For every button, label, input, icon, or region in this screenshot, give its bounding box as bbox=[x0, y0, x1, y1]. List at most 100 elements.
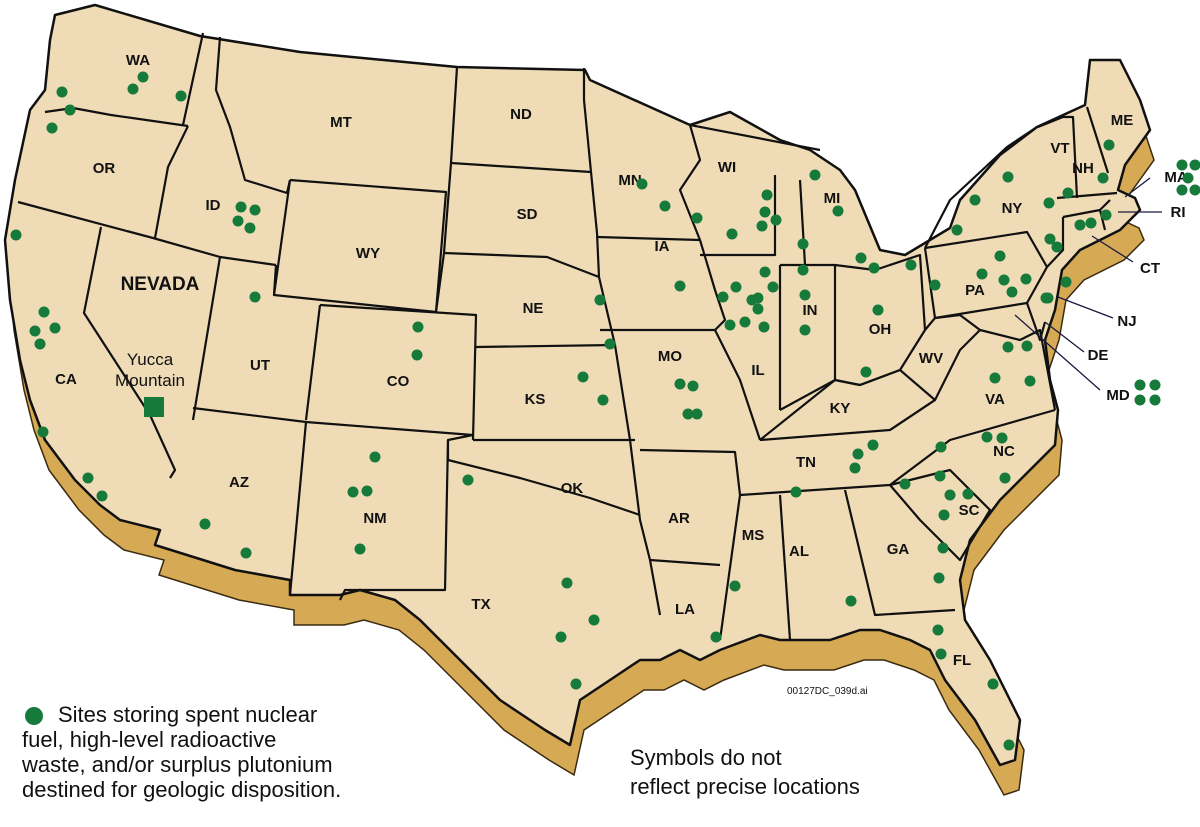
site-marker-me bbox=[1103, 139, 1115, 151]
state-label-nh: NH bbox=[1072, 160, 1094, 177]
site-marker-wi bbox=[691, 212, 703, 224]
note-line-2: reflect precise locations bbox=[630, 774, 860, 799]
leader-line bbox=[1124, 177, 1151, 198]
state-label-ne: NE bbox=[523, 300, 544, 317]
site-marker-sc bbox=[934, 470, 946, 482]
site-marker-vt bbox=[1062, 187, 1074, 199]
state-border bbox=[689, 123, 821, 152]
site-marker-wi bbox=[761, 189, 773, 201]
state-label-md: MD bbox=[1106, 387, 1129, 404]
state-label-az: AZ bbox=[229, 474, 249, 491]
state-border bbox=[596, 235, 701, 242]
site-marker-la bbox=[710, 631, 722, 643]
site-marker-ca bbox=[29, 325, 41, 337]
leader-line bbox=[1091, 235, 1134, 263]
state-label-sc: SC bbox=[959, 502, 980, 519]
state-border bbox=[613, 344, 662, 616]
site-marker-mo bbox=[682, 408, 694, 420]
site-marker-il bbox=[758, 321, 770, 333]
site-marker-tx bbox=[462, 474, 474, 486]
site-marker-ny bbox=[1044, 233, 1056, 245]
site-marker-co bbox=[412, 321, 424, 333]
site-marker-wi bbox=[759, 206, 771, 218]
site-marker-tn bbox=[849, 462, 861, 474]
site-marker-ks bbox=[577, 371, 589, 383]
site-marker-ma bbox=[1189, 184, 1200, 196]
state-border bbox=[319, 303, 478, 441]
site-marker-va bbox=[1021, 340, 1033, 352]
state-label-oh: OH bbox=[869, 321, 892, 338]
state-label-al: AL bbox=[789, 543, 809, 560]
state-border bbox=[1046, 217, 1065, 268]
site-marker-pa bbox=[929, 279, 941, 291]
site-marker-co bbox=[411, 349, 423, 361]
state-border bbox=[1085, 106, 1110, 174]
site-marker-mi bbox=[809, 169, 821, 181]
site-marker-mo bbox=[687, 380, 699, 392]
site-marker-wa bbox=[64, 104, 76, 116]
site-marker-ca bbox=[10, 229, 22, 241]
site-marker-id bbox=[232, 215, 244, 227]
site-marker-mo bbox=[691, 408, 703, 420]
state-label-co: CO bbox=[387, 373, 410, 390]
label-leader-lines bbox=[1014, 177, 1162, 391]
state-border bbox=[305, 420, 475, 601]
site-marker-nm bbox=[347, 486, 359, 498]
state-border bbox=[181, 32, 205, 126]
site-marker-in bbox=[799, 289, 811, 301]
state-border bbox=[272, 264, 278, 296]
state-border bbox=[779, 263, 837, 411]
state-label-ms: MS bbox=[742, 527, 765, 544]
site-marker-va bbox=[1024, 375, 1036, 387]
site-marker-sc bbox=[944, 489, 956, 501]
site-marker-ca bbox=[82, 472, 94, 484]
state-labels: WA OR ID MT ND SD WY NEVADA UT CO NE KS CA AZ NM TX OK MN… bbox=[55, 52, 1188, 669]
state-border bbox=[778, 494, 792, 641]
state-label-ca: CA bbox=[55, 371, 77, 388]
site-marker-nh bbox=[1097, 172, 1109, 184]
site-marker-nc bbox=[981, 431, 993, 443]
state-border bbox=[446, 440, 641, 517]
site-marker-md bbox=[1149, 394, 1161, 406]
site-marker-mi bbox=[868, 262, 880, 274]
site-marker-pa bbox=[976, 268, 988, 280]
site-marker-ne bbox=[604, 338, 616, 350]
state-border bbox=[639, 448, 742, 641]
site-marker-tn bbox=[790, 486, 802, 498]
state-label-ky: KY bbox=[830, 400, 851, 417]
site-marker-ne bbox=[594, 294, 606, 306]
site-marker-pa bbox=[1020, 273, 1032, 285]
yucca-label-line2: Mountain bbox=[115, 371, 185, 390]
note-line-1: Symbols do not bbox=[630, 745, 782, 770]
site-marker-fl bbox=[932, 624, 944, 636]
site-marker-ny bbox=[1051, 241, 1063, 253]
state-border bbox=[698, 239, 762, 441]
state-border bbox=[1025, 302, 1047, 342]
site-marker-tx bbox=[561, 577, 573, 589]
site-marker-md bbox=[1149, 379, 1161, 391]
state-border bbox=[153, 125, 189, 239]
site-marker-nc bbox=[935, 441, 947, 453]
site-marker-ms bbox=[729, 580, 741, 592]
state-label-de: DE bbox=[1088, 347, 1109, 364]
site-marker-ca bbox=[49, 322, 61, 334]
state-border bbox=[475, 343, 616, 349]
state-label-ar: AR bbox=[668, 510, 690, 527]
state-label-tn: TN bbox=[796, 454, 816, 471]
site-marker-md bbox=[1134, 379, 1146, 391]
state-border bbox=[798, 179, 807, 266]
site-marker-ca bbox=[37, 426, 49, 438]
site-marker-pa bbox=[860, 366, 872, 378]
state-label-mn: MN bbox=[618, 172, 641, 189]
state-label-ut: UT bbox=[250, 357, 270, 374]
state-border bbox=[649, 558, 721, 567]
site-marker-wa bbox=[127, 83, 139, 95]
state-label-pa: PA bbox=[965, 282, 985, 299]
state-label-ri: RI bbox=[1171, 204, 1186, 221]
site-marker-wi bbox=[726, 228, 738, 240]
site-marker-ga bbox=[937, 542, 949, 554]
site-marker-ct bbox=[1074, 219, 1086, 231]
site-marker-ny bbox=[951, 224, 963, 236]
legend-line-4: destined for geologic disposition. bbox=[22, 777, 342, 802]
site-marker-il bbox=[724, 319, 736, 331]
